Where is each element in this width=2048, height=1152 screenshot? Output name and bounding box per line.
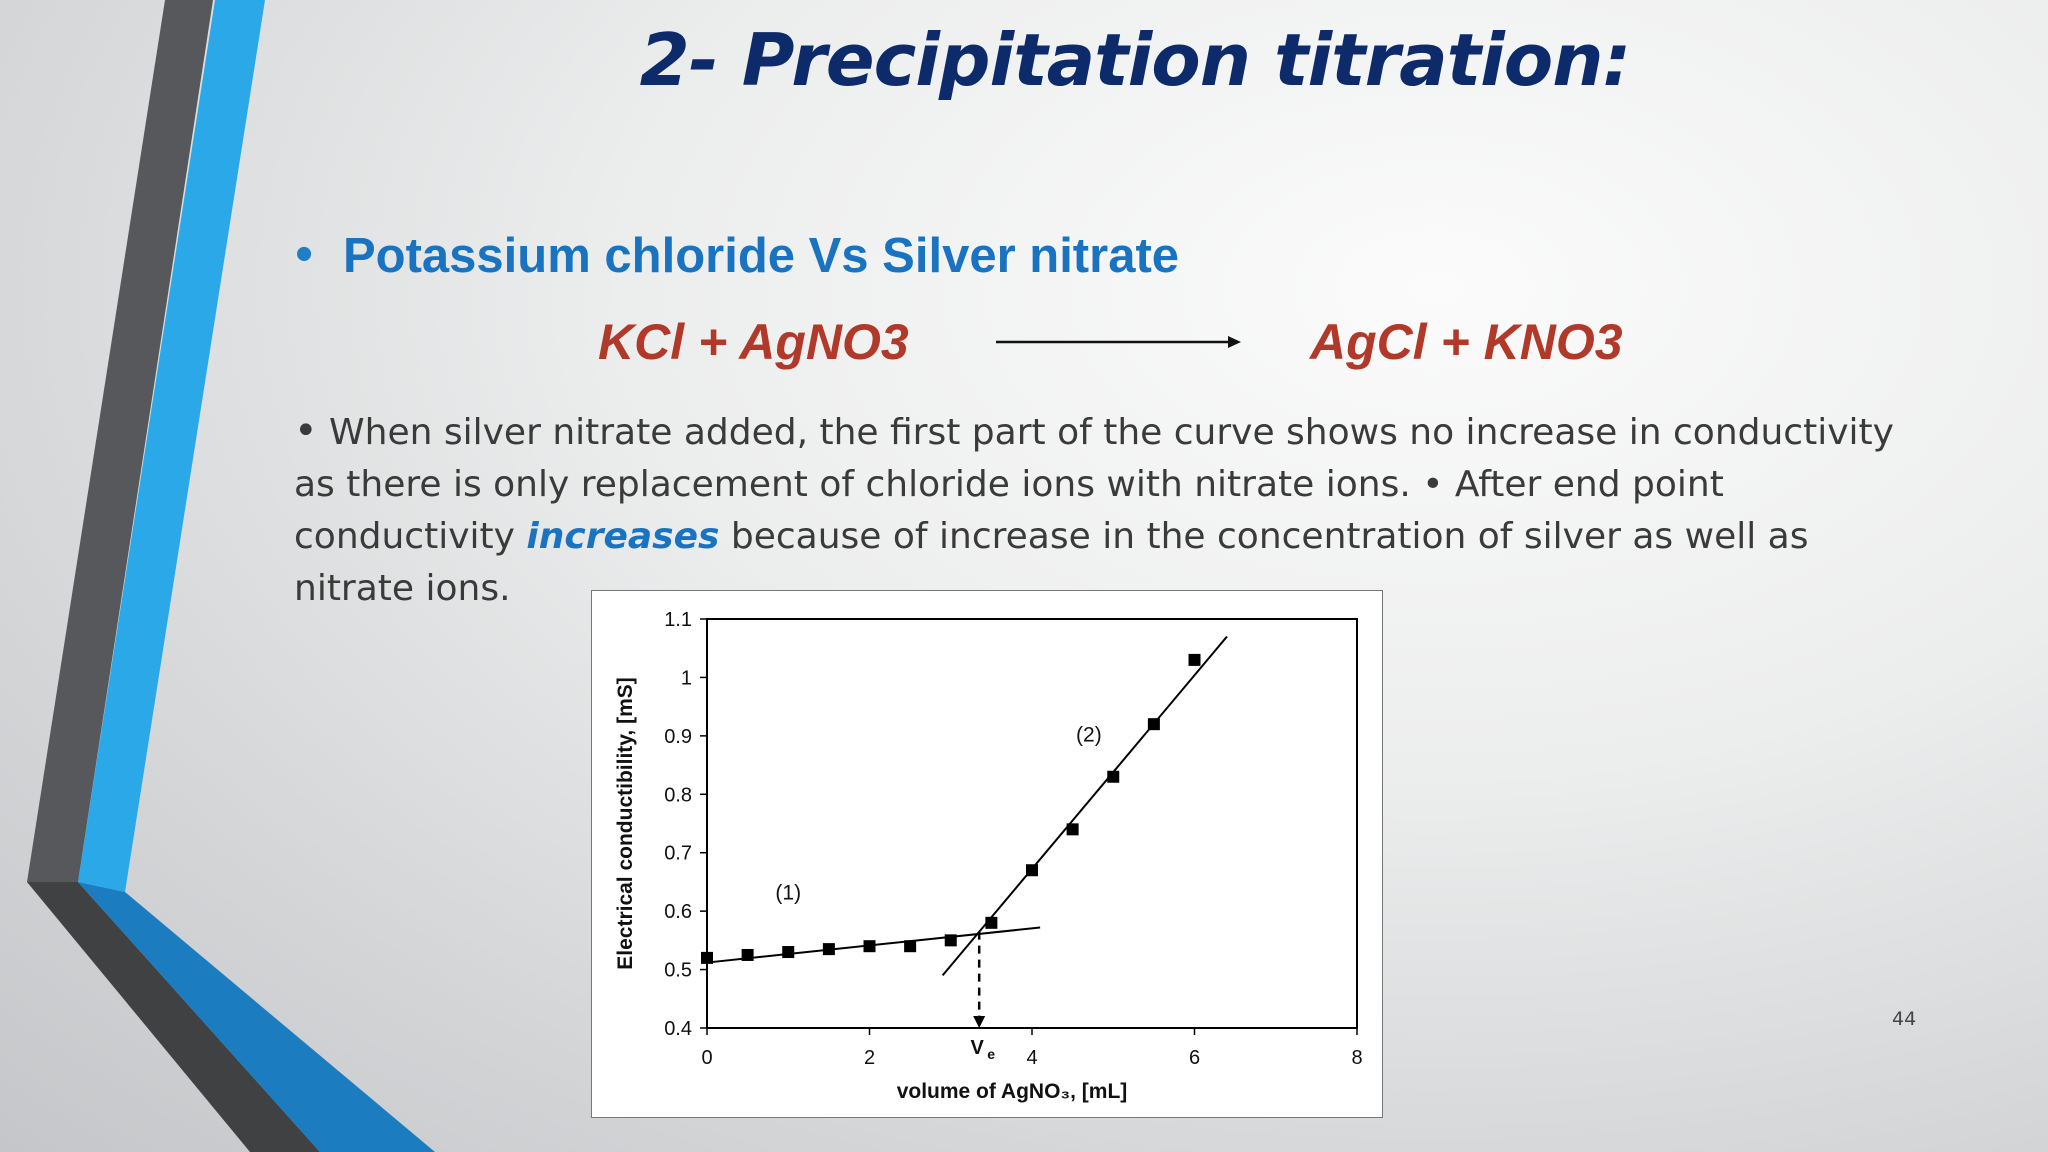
data-point: [1188, 653, 1201, 666]
y-tick-label: 0.9: [664, 726, 692, 748]
plot-frame: [706, 618, 1358, 1029]
paragraph-text-part1: When silver nitrate added, the first par…: [294, 412, 1894, 557]
x-tick-label: 8: [1351, 1047, 1362, 1069]
fit-line-label: (1): [775, 881, 801, 904]
x-tick-label: 2: [864, 1047, 875, 1069]
endpoint-arrow-icon: [973, 1016, 986, 1028]
x-tick-label: 4: [1026, 1047, 1037, 1069]
reaction-reactants: KCl + AgNO3: [598, 314, 909, 370]
gray-diagonal-bar: [27, 0, 213, 882]
chart-svg: 0.4 0.5 0.6 0.7 0.8 0.9 1 1.1 0 2 4 6 8 volume of AgN…: [614, 609, 1363, 1103]
data-point: [1066, 823, 1079, 836]
data-point: [985, 916, 998, 929]
endpoint-label: V: [971, 1037, 985, 1059]
data-point: [1147, 718, 1160, 731]
reaction-products: AgCl + KNO3: [1310, 314, 1623, 370]
explanation-paragraph: • When silver nitrate added, the first p…: [294, 405, 1914, 615]
data-point: [944, 934, 957, 947]
dark-lower-bar: [27, 882, 320, 1152]
bullet-icon: •: [295, 225, 314, 283]
y-tick-label: 0.7: [664, 843, 692, 865]
blue-lower-bar: [78, 882, 435, 1152]
fit-line-label: (2): [1076, 724, 1102, 747]
x-axis-label: volume of AgNO₃, [mL]: [897, 1080, 1128, 1103]
paragraph-emphasis: increases: [526, 516, 720, 557]
fit-line-2: [941, 635, 1228, 977]
data-point: [701, 951, 713, 964]
y-tick-label: 0.8: [664, 784, 692, 806]
conductometric-titration-chart: 0.4 0.5 0.6 0.7 0.8 0.9 1 1.1 0 2 4 6 8 volume of AgN…: [591, 590, 1383, 1118]
reaction-arrow-icon: [996, 336, 1241, 348]
y-tick-label: 1.1: [664, 609, 692, 631]
data-point: [904, 940, 917, 953]
endpoint-label-subscript: e: [987, 1046, 995, 1062]
bullet-icon: •: [294, 408, 318, 454]
y-tick-label: 0.5: [664, 960, 692, 982]
paragraph-text-part2: because of increase in the concentration…: [294, 516, 1809, 609]
y-tick-label: 0.6: [664, 901, 692, 923]
x-tick-label: 6: [1189, 1047, 1200, 1069]
data-point: [1107, 770, 1120, 783]
y-axis-label: Electrical conductibility, [mS]: [614, 677, 637, 970]
blue-diagonal-bar: [78, 0, 265, 892]
slide-number: 44: [1892, 1008, 1917, 1030]
x-tick-label: 0: [701, 1047, 712, 1069]
y-tick-label: 0.4: [664, 1018, 692, 1040]
data-point: [1026, 864, 1038, 877]
data-point: [822, 943, 835, 956]
data-point: [782, 946, 795, 959]
slide-subtitle: Potassium chloride Vs Silver nitrate: [343, 229, 1180, 283]
data-point: [741, 948, 754, 961]
data-point: [863, 940, 876, 953]
slide-title: 2- Precipitation titration:: [639, 18, 1632, 102]
y-tick-label: 1: [681, 667, 692, 689]
